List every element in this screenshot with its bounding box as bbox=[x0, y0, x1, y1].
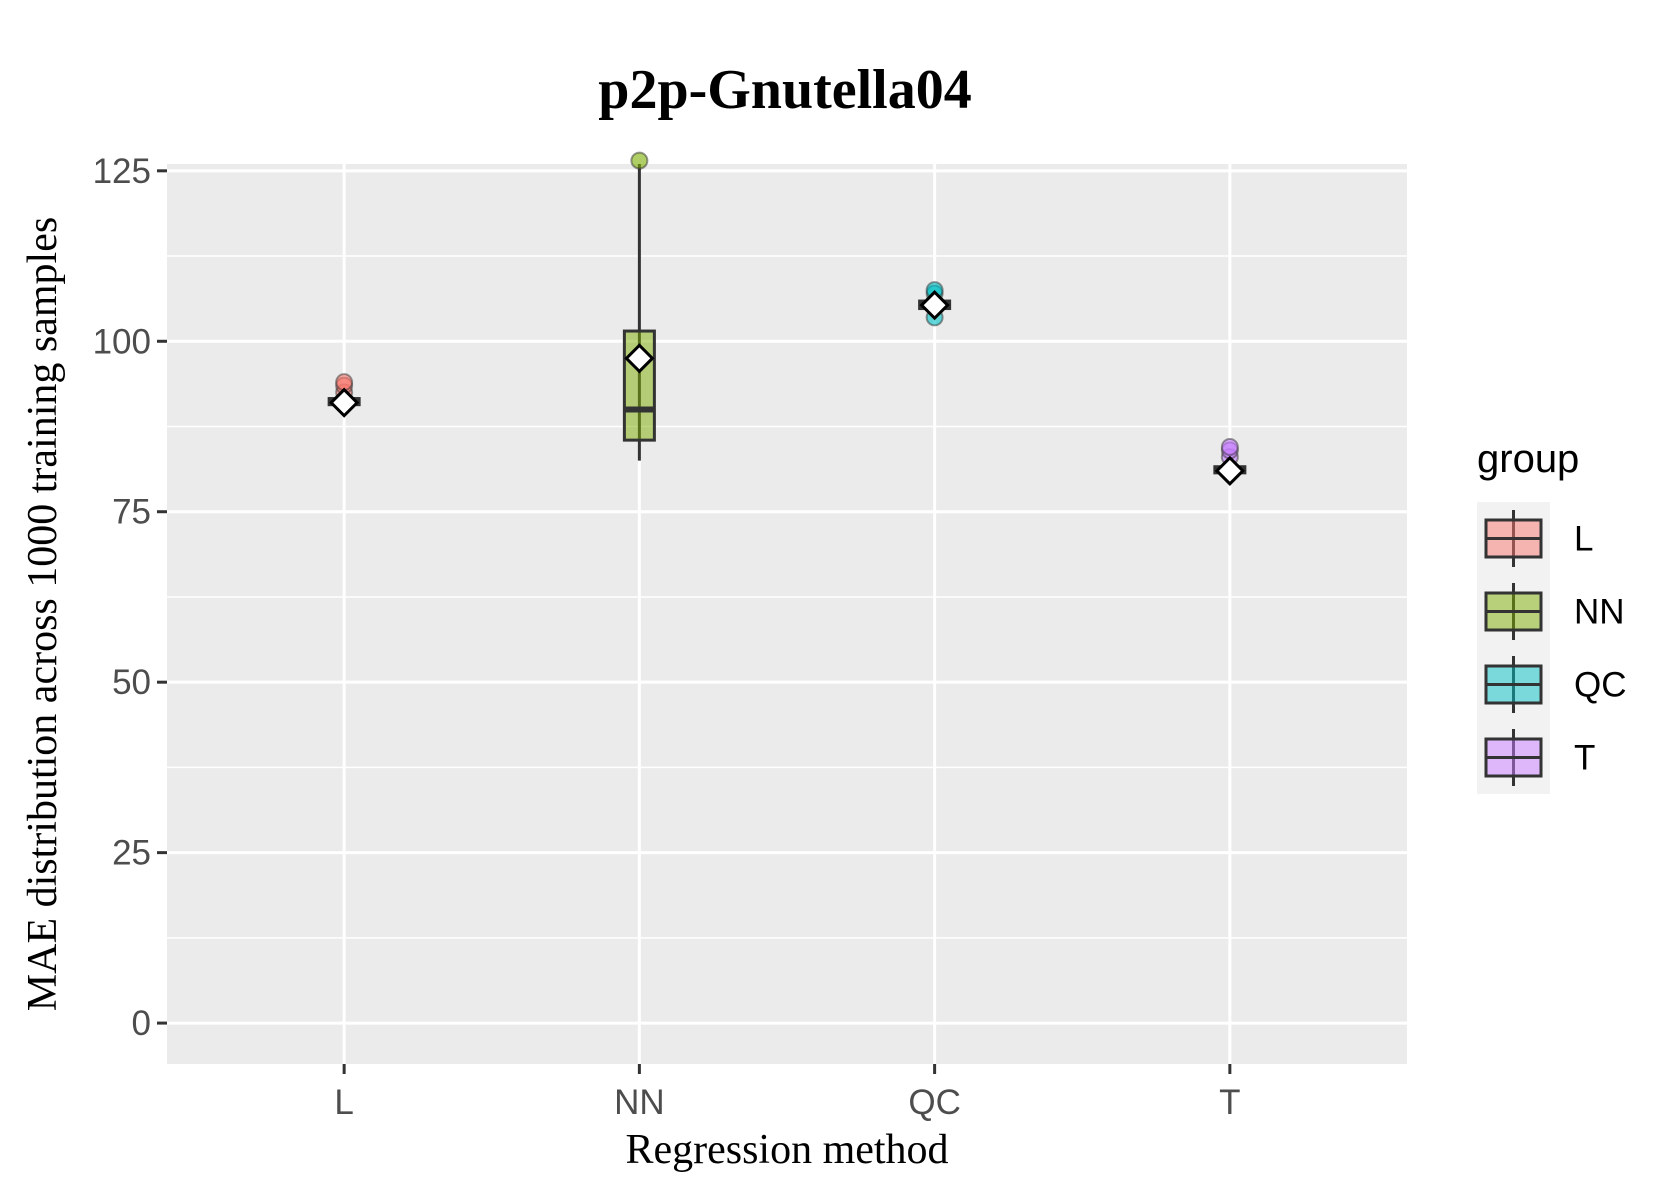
box-l bbox=[327, 373, 361, 418]
y-axis-title: MAE distribution across 1000 training sa… bbox=[20, 217, 66, 1011]
legend-label: L bbox=[1574, 520, 1593, 559]
outlier-point bbox=[1220, 437, 1239, 456]
x-axis: L NN QC T bbox=[334, 1064, 1241, 1122]
y-tick-label: 0 bbox=[132, 1004, 151, 1043]
box-qc bbox=[918, 281, 952, 327]
x-tick-label: L bbox=[334, 1083, 353, 1122]
legend-label: T bbox=[1574, 739, 1595, 778]
legend-label: QC bbox=[1574, 666, 1627, 705]
box-t bbox=[1213, 437, 1247, 486]
mean-marker bbox=[624, 343, 655, 374]
y-tick-label: 125 bbox=[93, 152, 151, 191]
y-tick-label: 50 bbox=[112, 663, 151, 702]
legend-item-nn: NN bbox=[1484, 583, 1625, 640]
legend-label: NN bbox=[1574, 593, 1625, 632]
y-tick-label: 25 bbox=[112, 834, 151, 873]
x-tick-label: T bbox=[1219, 1083, 1240, 1122]
mean-marker bbox=[329, 387, 360, 418]
y-axis: 0 25 50 75 100 125 bbox=[93, 152, 167, 1043]
box-nn bbox=[622, 151, 656, 461]
y-tick-label: 75 bbox=[112, 493, 151, 532]
y-tick-label: 100 bbox=[93, 322, 151, 361]
x-tick-label: QC bbox=[908, 1083, 961, 1122]
mean-marker bbox=[1214, 455, 1245, 486]
x-tick-label: NN bbox=[614, 1083, 665, 1122]
legend-item-t: T bbox=[1484, 729, 1595, 786]
legend-item-qc: QC bbox=[1484, 656, 1627, 713]
boxes bbox=[327, 151, 1247, 486]
mean-marker bbox=[919, 290, 950, 321]
x-axis-title: Regression method bbox=[625, 1127, 948, 1173]
outlier-point bbox=[630, 151, 649, 170]
legend-title: group bbox=[1477, 437, 1579, 481]
legend: group L NN QC T bbox=[1477, 437, 1627, 794]
plot-panel bbox=[167, 164, 1407, 1064]
legend-item-l: L bbox=[1484, 510, 1593, 567]
grid-lines bbox=[167, 164, 1407, 1064]
chart-title: p2p-Gnutella04 bbox=[598, 59, 971, 121]
